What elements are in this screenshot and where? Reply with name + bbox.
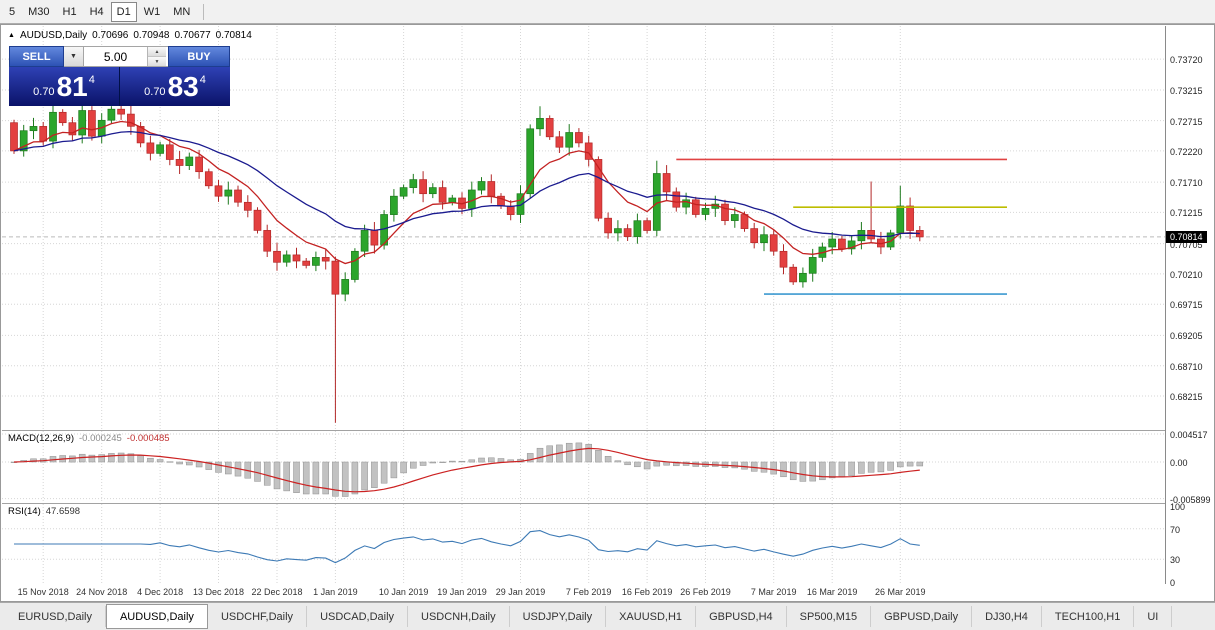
timeframe-button-5[interactable]: 5 bbox=[9, 5, 16, 18]
date-label: 26 Mar 2019 bbox=[875, 587, 926, 597]
axis-label: 0.00 bbox=[1170, 458, 1188, 468]
timeframe-toolbar: 5 M30 H1 H4 D1 W1 MN bbox=[0, 0, 1215, 24]
panel-splitter[interactable] bbox=[2, 503, 1213, 504]
chart-tab-sp500[interactable]: SP500,M15 bbox=[787, 606, 872, 627]
chart-low-value: 0.70677 bbox=[174, 30, 211, 41]
axis-label: 0.70705 bbox=[1170, 239, 1203, 250]
timeframe-button-h1[interactable]: H1 bbox=[62, 5, 77, 18]
date-label: 19 Jan 2019 bbox=[437, 587, 487, 597]
buy-price-prefix: 0.70 bbox=[144, 85, 166, 98]
sell-price-display[interactable]: 0.70 81 4 bbox=[9, 67, 119, 106]
chart-title: ▲ AUDUSD,Daily 0.70696 0.70948 0.70677 0… bbox=[8, 30, 252, 41]
volume-decrement-button[interactable]: ▼ bbox=[148, 56, 166, 66]
sell-price-digits: 81 bbox=[56, 70, 88, 102]
axis-label: 0.73720 bbox=[1170, 55, 1203, 66]
rsi-name: RSI(14) bbox=[8, 506, 41, 517]
chart-tab-eurusd[interactable]: EURUSD,Daily bbox=[5, 606, 106, 627]
axis-label: 0 bbox=[1170, 578, 1176, 588]
sell-price-prefix: 0.70 bbox=[33, 85, 55, 98]
date-label: 16 Feb 2019 bbox=[621, 587, 673, 597]
buy-price-display[interactable]: 0.70 83 4 bbox=[120, 67, 230, 106]
chart-tab-gbpusd[interactable]: GBPUSD,H4 bbox=[696, 606, 787, 627]
chart-tab-usdcnh[interactable]: USDCNH,Daily bbox=[408, 606, 510, 627]
date-label: 15 Nov 2018 bbox=[17, 587, 69, 597]
panel-splitter[interactable] bbox=[2, 430, 1213, 431]
buy-button[interactable]: BUY bbox=[168, 46, 230, 67]
chart-tab-usdjpy[interactable]: USDJPY,Daily bbox=[510, 606, 607, 627]
date-axis: 15 Nov 2018 24 Nov 2018 4 Dec 2018 13 Dec 2… bbox=[2, 584, 1164, 601]
toolbar-separator bbox=[203, 3, 205, 20]
chart-tab-usdcad[interactable]: USDCAD,Daily bbox=[307, 606, 409, 627]
timeframe-button-d1[interactable]: D1 bbox=[110, 1, 137, 22]
sell-button[interactable]: SELL bbox=[9, 46, 64, 67]
macd-label: MACD(12,26,9) -0.000245 -0.000485 bbox=[8, 433, 175, 444]
macd-main-value: -0.000245 bbox=[79, 433, 122, 444]
axis-label: 0.004517 bbox=[1170, 430, 1208, 440]
axis-label: 0.68710 bbox=[1170, 361, 1203, 372]
timeframe-button-w1[interactable]: W1 bbox=[143, 5, 161, 18]
rsi-value: 47.6598 bbox=[45, 506, 81, 517]
volume-increment-button[interactable]: ▲ bbox=[148, 47, 166, 56]
volume-stepper: ▲ ▼ bbox=[147, 47, 166, 66]
axis-label: 0.72220 bbox=[1170, 146, 1203, 157]
volume-box: ▲ ▼ bbox=[84, 46, 168, 67]
price-axis: 0.70814 0.73720 0.73215 0.72715 0.72220 0.71… bbox=[1165, 26, 1214, 588]
macd-panel-canvas[interactable] bbox=[2, 431, 1165, 503]
axis-label: 0.71215 bbox=[1170, 208, 1203, 219]
chart-high-value: 0.70948 bbox=[133, 30, 170, 41]
current-price-badge: 0.70814 bbox=[1166, 230, 1207, 243]
date-label: 26 Feb 2019 bbox=[680, 587, 731, 597]
axis-label: 0.73215 bbox=[1170, 86, 1203, 96]
axis-label: 0.71710 bbox=[1170, 178, 1203, 189]
chart-symbol-label: AUDUSD,Daily bbox=[19, 30, 88, 41]
chart-tab-tech100[interactable]: TECH100,H1 bbox=[1042, 606, 1135, 627]
chart-close-value: 0.70814 bbox=[215, 30, 252, 41]
one-click-trade-panel: SELL ▼ ▲ ▼ BUY 0.70 81 4 bbox=[9, 46, 230, 106]
axis-label: 30 bbox=[1170, 555, 1181, 566]
macd-signal-value: -0.000485 bbox=[126, 433, 170, 444]
chart-tab-usdchf[interactable]: USDCHF,Daily bbox=[208, 606, 308, 627]
timeframe-button-h4[interactable]: H4 bbox=[89, 5, 104, 18]
chart-tab-dj30[interactable]: DJ30,H4 bbox=[972, 606, 1042, 627]
axis-label: 70 bbox=[1170, 524, 1181, 535]
axis-label: 0.72715 bbox=[1170, 116, 1203, 127]
date-label: 13 Dec 2018 bbox=[192, 587, 245, 597]
axis-label: 0.69715 bbox=[1170, 300, 1203, 311]
axis-label: 0.70210 bbox=[1170, 269, 1203, 280]
sell-price-pipette: 4 bbox=[88, 73, 95, 86]
date-label: 1 Jan 2019 bbox=[313, 587, 358, 597]
volume-input[interactable] bbox=[84, 47, 147, 66]
chart-tab-xauusd[interactable]: XAUUSD,H1 bbox=[606, 606, 697, 627]
volume-dropdown-button[interactable]: ▼ bbox=[64, 46, 84, 67]
macd-name: MACD(12,26,9) bbox=[8, 433, 74, 444]
buy-price-digits: 83 bbox=[167, 70, 199, 102]
axis-label: 0.69205 bbox=[1170, 331, 1203, 342]
chart-tab-audusd[interactable]: AUDUSD,Daily bbox=[105, 604, 208, 629]
timeframe-button-mn[interactable]: MN bbox=[173, 5, 191, 18]
date-label: 24 Nov 2018 bbox=[76, 587, 128, 597]
axis-label: -0.005899 bbox=[1170, 494, 1211, 505]
buy-price-pipette: 4 bbox=[199, 73, 206, 86]
date-label: 7 Mar 2019 bbox=[750, 587, 797, 597]
chart-window: ▲ AUDUSD,Daily 0.70696 0.70948 0.70677 0… bbox=[0, 24, 1215, 602]
date-label: 10 Jan 2019 bbox=[378, 587, 429, 597]
chart-open-value: 0.70696 bbox=[92, 30, 129, 41]
main-chart-canvas[interactable] bbox=[2, 26, 1165, 430]
chart-tab-gbpusd[interactable]: GBPUSD,Daily bbox=[871, 606, 973, 627]
chart-tabs-bar: EURUSD,Daily AUDUSD,Daily USDCHF,Daily USDC… bbox=[0, 602, 1215, 630]
axis-label: 0.68215 bbox=[1170, 392, 1203, 402]
date-label: 22 Dec 2018 bbox=[251, 587, 303, 597]
date-label: 16 Mar 2019 bbox=[806, 587, 858, 597]
chart-symbol-icon: ▲ bbox=[8, 32, 15, 39]
date-label: 29 Jan 2019 bbox=[495, 587, 546, 597]
timeframe-button-m30[interactable]: M30 bbox=[28, 5, 50, 18]
rsi-label: RSI(14) 47.6598 bbox=[8, 506, 85, 517]
date-label: 7 Feb 2019 bbox=[565, 587, 612, 597]
chevron-down-icon: ▼ bbox=[70, 53, 77, 60]
chart-tab-ui[interactable]: UI bbox=[1134, 606, 1173, 627]
axis-label: 100 bbox=[1170, 502, 1186, 512]
date-label: 4 Dec 2018 bbox=[137, 587, 184, 597]
rsi-panel-canvas[interactable] bbox=[2, 504, 1165, 584]
